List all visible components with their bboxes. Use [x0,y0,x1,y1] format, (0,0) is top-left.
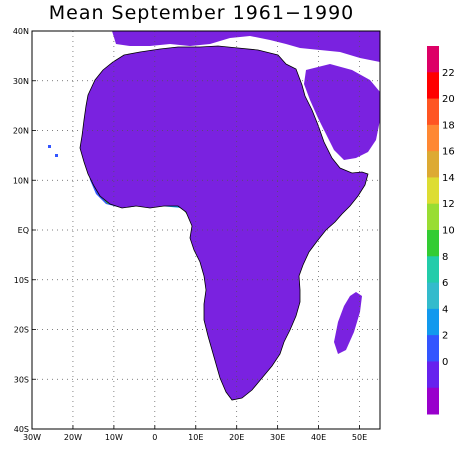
colorbar-label: 10 [442,226,455,237]
arabia-landmass [304,64,380,160]
colorbar-label: 20 [442,94,455,105]
longitude-label: 50E [352,433,367,442]
madagascar-landmass [334,292,362,354]
latitude-label: EQ [18,226,29,235]
colorbar-label: 12 [442,199,455,210]
colorbar-swatch [427,282,439,310]
longitude-label: 30E [270,433,285,442]
latitude-label: 40S [14,425,29,434]
latitude-label: 30S [14,375,29,384]
longitude-label: 20E [229,433,244,442]
colorbar-swatch [427,230,439,257]
colorbar-label: 8 [442,252,448,263]
colorbar-swatch [427,177,439,205]
cape-verde-island [48,145,51,148]
colorbar-label: 2 [442,331,448,342]
colorbar-swatch [427,46,439,73]
longitude-label: 20W [64,433,82,442]
latitude-label: 20S [14,326,29,335]
map-title: Mean September 1961−1990 [48,2,355,24]
colorbar-swatch [427,151,439,178]
colorbar-swatch [427,72,439,100]
latitude-label: 40N [13,27,29,36]
latitude-axis: 40N 30N 20N 10N EQ 10S 20S 30S 40S [13,27,36,434]
colorbar-swatch [427,361,439,389]
latitude-label: 20N [13,127,29,136]
colorbar-label: 14 [442,173,455,184]
longitude-label: 10E [188,433,203,442]
colorbar-swatch [427,387,439,415]
colorbar-swatch [427,98,439,126]
longitude-label: 10W [105,433,123,442]
colorbar-swatch [427,124,439,152]
latitude-label: 10N [13,176,29,185]
latitude-label: 10S [14,276,29,285]
colorbar-label: 0 [442,357,448,368]
longitude-axis: 30W 20W 10W 0 10E 20E 30E 40E 50E [23,425,367,442]
longitude-label: 0 [152,433,157,442]
map-panel [31,30,381,430]
colorbar-swatch [427,203,439,231]
colorbar-swatch [427,308,439,336]
colorbar-label: 22 [442,68,455,79]
latitude-label: 30N [13,77,29,86]
colorbar-swatch [427,256,439,284]
colorbar-label: 18 [442,120,455,131]
longitude-label: 40E [311,433,326,442]
graticule [32,31,380,429]
colorbar-swatch [427,335,439,362]
colorbar-label: 16 [442,147,455,158]
colorbar-label: 4 [442,304,448,315]
europe-landmass [112,31,380,62]
longitude-label: 30W [23,433,41,442]
cape-verde-island [55,154,58,157]
colorbar-label: 6 [442,278,448,289]
